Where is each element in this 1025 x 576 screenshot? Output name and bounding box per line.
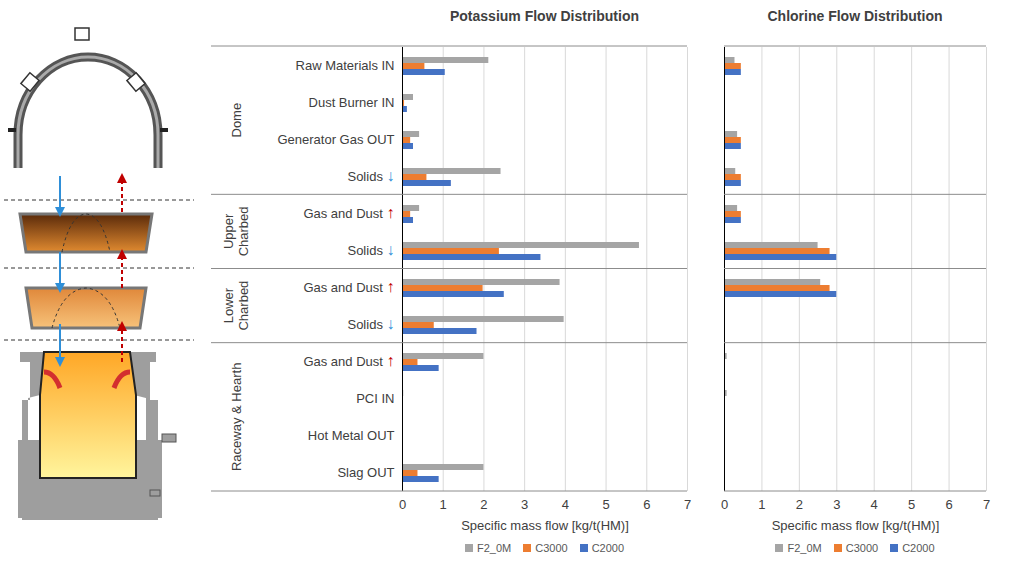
svg-text:Dust Burner IN: Dust Burner IN [309,95,395,110]
html-text:C2000: C2000 [902,542,935,554]
svg-text:Generator Gas OUT: Generator Gas OUT [277,132,394,147]
svg-text:Solids ↓: Solids ↓ [347,315,394,332]
svg-text:6: 6 [945,497,952,512]
svg-text:Hot Metal OUT: Hot Metal OUT [308,428,395,443]
svg-text:7: 7 [684,497,691,512]
svg-text:2: 2 [480,497,487,512]
svg-text:5: 5 [602,497,609,512]
html-text:Potassium Flow Distribution: Potassium Flow Distribution [450,8,639,24]
svg-text:LowerCharbed: LowerCharbed [221,281,251,331]
svg-text:4: 4 [871,497,878,512]
html-text:C3000: C3000 [845,542,879,554]
svg-text:4: 4 [562,497,569,512]
svg-text:Gas and Dust ↑: Gas and Dust ↑ [303,204,394,221]
html-text:F2_0M: F2_0M [787,542,822,554]
svg-text:PCI IN: PCI IN [356,391,394,406]
svg-text:Solids ↓: Solids ↓ [347,167,394,184]
svg-text:Gas and Dust ↑: Gas and Dust ↑ [303,352,394,369]
svg-text:0: 0 [399,497,406,512]
svg-text:Slag OUT: Slag OUT [337,465,394,480]
svg-text:Specific mass flow [kg/t(HM)]: Specific mass flow [kg/t(HM)] [772,518,940,533]
svg-text:1: 1 [440,497,447,512]
svg-text:3: 3 [521,497,528,512]
svg-text:Solids ↓: Solids ↓ [347,241,394,258]
svg-text:Specific mass flow [kg/t(HM)]: Specific mass flow [kg/t(HM)] [461,518,629,533]
html-text:C2000: C2000 [591,542,624,554]
svg-text:2: 2 [796,497,803,512]
svg-text:1: 1 [758,497,765,512]
svg-text:Gas and Dust ↑: Gas and Dust ↑ [303,278,394,295]
svg-text:Raceway & Hearth: Raceway & Hearth [229,363,244,471]
html-text:Chlorine Flow Distribution: Chlorine Flow Distribution [767,8,943,24]
svg-text:6: 6 [643,497,650,512]
svg-text:5: 5 [908,497,915,512]
svg-text:3: 3 [833,497,840,512]
html-text:F2_0M: F2_0M [477,542,512,554]
html-text:C3000: C3000 [535,542,568,554]
svg-text:Dome: Dome [229,103,244,138]
svg-text:7: 7 [983,497,990,512]
svg-text:UpperCharbed: UpperCharbed [221,206,251,256]
svg-text:Raw Materials IN: Raw Materials IN [296,58,395,73]
svg-text:0: 0 [721,497,728,512]
